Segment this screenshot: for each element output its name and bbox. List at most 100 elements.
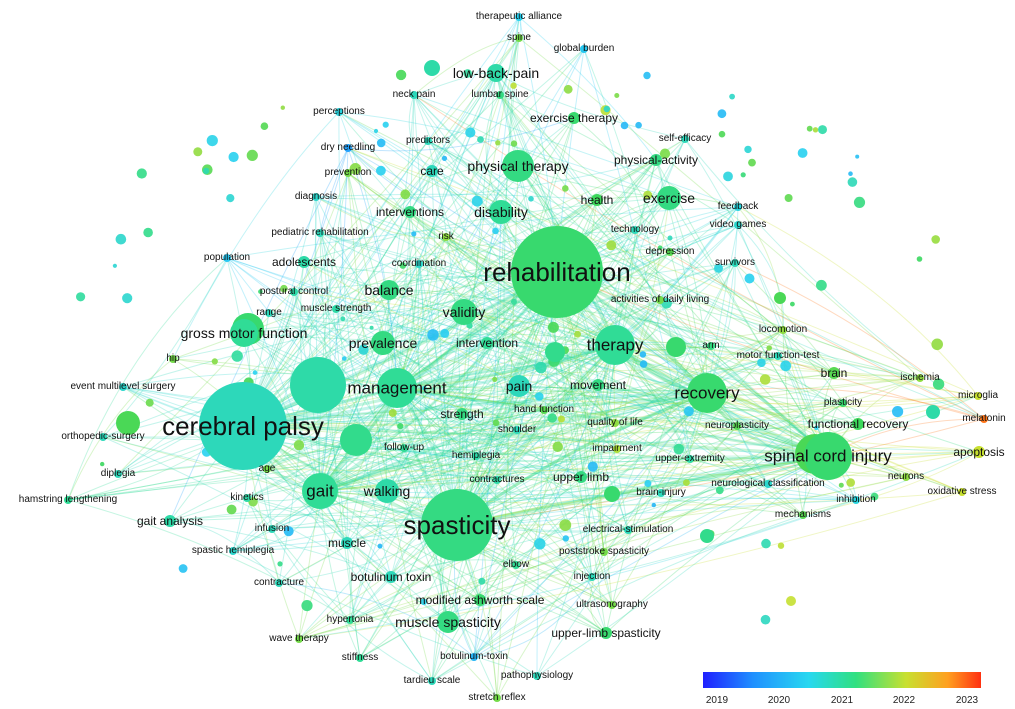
keyword-node[interactable] — [295, 635, 303, 643]
keyword-label[interactable]: spasticity — [403, 510, 511, 540]
keyword-label[interactable]: health — [580, 193, 614, 207]
keyword-label[interactable]: locomotion — [758, 324, 808, 335]
keyword-node[interactable] — [114, 470, 122, 478]
keyword-node[interactable] — [502, 150, 534, 182]
keyword-node[interactable] — [731, 259, 739, 267]
keyword-node[interactable] — [415, 260, 423, 268]
keyword-node[interactable] — [611, 419, 619, 427]
keyword-node[interactable] — [980, 415, 988, 423]
keyword-node[interactable] — [442, 233, 450, 241]
keyword-label[interactable]: pathophysiology — [500, 670, 574, 681]
keyword-node[interactable] — [275, 579, 283, 587]
keyword-label[interactable]: cerebral palsy — [162, 411, 324, 441]
keyword-label[interactable]: ischemia — [900, 372, 940, 383]
keyword-node[interactable] — [496, 91, 504, 99]
keyword-node[interactable] — [650, 154, 662, 166]
keyword-label[interactable]: tardieu scale — [403, 675, 461, 686]
keyword-label[interactable]: motor function-test — [736, 350, 820, 361]
keyword-label[interactable]: management — [347, 378, 447, 398]
keyword-node[interactable] — [426, 165, 438, 177]
keyword-node[interactable] — [974, 392, 982, 400]
keyword-label[interactable]: elbow — [502, 559, 530, 570]
keyword-label[interactable]: electrical-stimulation — [582, 524, 674, 535]
keyword-node[interactable] — [686, 455, 694, 463]
keyword-label[interactable]: prevention — [324, 167, 372, 178]
keyword-label[interactable]: balance — [364, 282, 414, 298]
keyword-label[interactable]: event multilevel surgery — [70, 381, 176, 392]
keyword-node[interactable] — [533, 672, 541, 680]
keyword-label[interactable]: validity — [442, 304, 486, 320]
keyword-label[interactable]: activities of daily living — [610, 294, 710, 305]
keyword-label[interactable]: hamstring lengthening — [18, 494, 118, 505]
keyword-node[interactable] — [230, 319, 258, 347]
keyword-label[interactable]: physical-activity — [613, 153, 699, 167]
keyword-label[interactable]: neck pain — [392, 89, 436, 100]
keyword-node[interactable] — [263, 465, 271, 473]
keyword-label[interactable]: upper-extremity — [655, 453, 725, 464]
keyword-node[interactable] — [515, 34, 523, 42]
keyword-label[interactable]: upper limb — [552, 470, 610, 484]
keyword-label[interactable]: botulinum-toxin — [440, 651, 508, 662]
keyword-node[interactable] — [540, 406, 548, 414]
keyword-label[interactable]: oxidative stress — [927, 486, 997, 497]
keyword-label[interactable]: wave therapy — [269, 633, 329, 644]
keyword-label[interactable]: gross motor function — [180, 325, 308, 341]
keyword-node[interactable] — [169, 355, 177, 363]
keyword-node[interactable] — [666, 248, 674, 256]
keyword-node[interactable] — [456, 408, 468, 420]
keyword-label[interactable]: poststroke spasticity — [558, 546, 650, 557]
keyword-label[interactable]: impairment — [592, 443, 642, 454]
keyword-node[interactable] — [481, 337, 493, 349]
keyword-node[interactable] — [493, 476, 501, 484]
keyword-label[interactable]: neurons — [887, 471, 925, 482]
keyword-label[interactable]: walking — [363, 483, 411, 499]
keyword-label[interactable]: muscle strength — [300, 303, 372, 314]
keyword-node[interactable] — [973, 446, 985, 458]
keyword-label[interactable]: disability — [474, 204, 528, 220]
keyword-label[interactable]: brain-injury — [636, 487, 686, 498]
keyword-node[interactable] — [687, 373, 727, 413]
keyword-label[interactable]: neurological classification — [711, 478, 825, 489]
keyword-label[interactable]: postural control — [259, 286, 329, 297]
keyword-node[interactable] — [379, 280, 399, 300]
keyword-node[interactable] — [199, 382, 287, 470]
keyword-label[interactable]: global burden — [553, 43, 615, 54]
keyword-label[interactable]: therapy — [586, 335, 644, 355]
keyword-node[interactable] — [437, 611, 459, 633]
keyword-node[interactable] — [657, 489, 665, 497]
keyword-node[interactable] — [508, 375, 530, 397]
keyword-node[interactable] — [608, 601, 616, 609]
keyword-node[interactable] — [298, 256, 310, 268]
keyword-node[interactable] — [839, 399, 847, 407]
keyword-node[interactable] — [265, 309, 273, 317]
keyword-node[interactable] — [268, 525, 276, 533]
keyword-node[interactable] — [592, 379, 604, 391]
keyword-node[interactable] — [312, 193, 320, 201]
keyword-node[interactable] — [332, 305, 340, 313]
keyword-node[interactable] — [346, 616, 354, 624]
keyword-label[interactable]: mechanisms — [774, 509, 832, 520]
keyword-label[interactable]: technology — [610, 224, 660, 235]
keyword-label[interactable]: upper-limb spasticity — [551, 626, 661, 640]
keyword-label[interactable]: predictors — [406, 135, 450, 146]
keyword-label[interactable]: contractures — [469, 474, 525, 485]
keyword-node[interactable] — [595, 325, 635, 365]
keyword-label[interactable]: botulinum toxin — [350, 570, 432, 584]
keyword-node[interactable] — [631, 226, 639, 234]
keyword-label[interactable]: pain — [505, 378, 533, 394]
keyword-label[interactable]: apoptosis — [953, 445, 1005, 459]
keyword-label[interactable]: prevalence — [348, 335, 418, 351]
keyword-label[interactable]: spine — [507, 32, 531, 43]
keyword-node[interactable] — [290, 288, 298, 296]
keyword-label[interactable]: gait analysis — [136, 514, 204, 528]
keyword-label[interactable]: shoulder — [497, 424, 537, 435]
keyword-node[interactable] — [568, 112, 580, 124]
keyword-node[interactable] — [733, 422, 741, 430]
keyword-label[interactable]: video games — [709, 219, 767, 230]
keyword-node[interactable] — [404, 206, 416, 218]
keyword-node[interactable] — [734, 203, 742, 211]
keyword-node[interactable] — [613, 445, 621, 453]
keyword-node[interactable] — [385, 571, 397, 583]
keyword-label[interactable]: muscle spasticity — [395, 614, 501, 630]
keyword-label[interactable]: survivors — [714, 257, 756, 268]
